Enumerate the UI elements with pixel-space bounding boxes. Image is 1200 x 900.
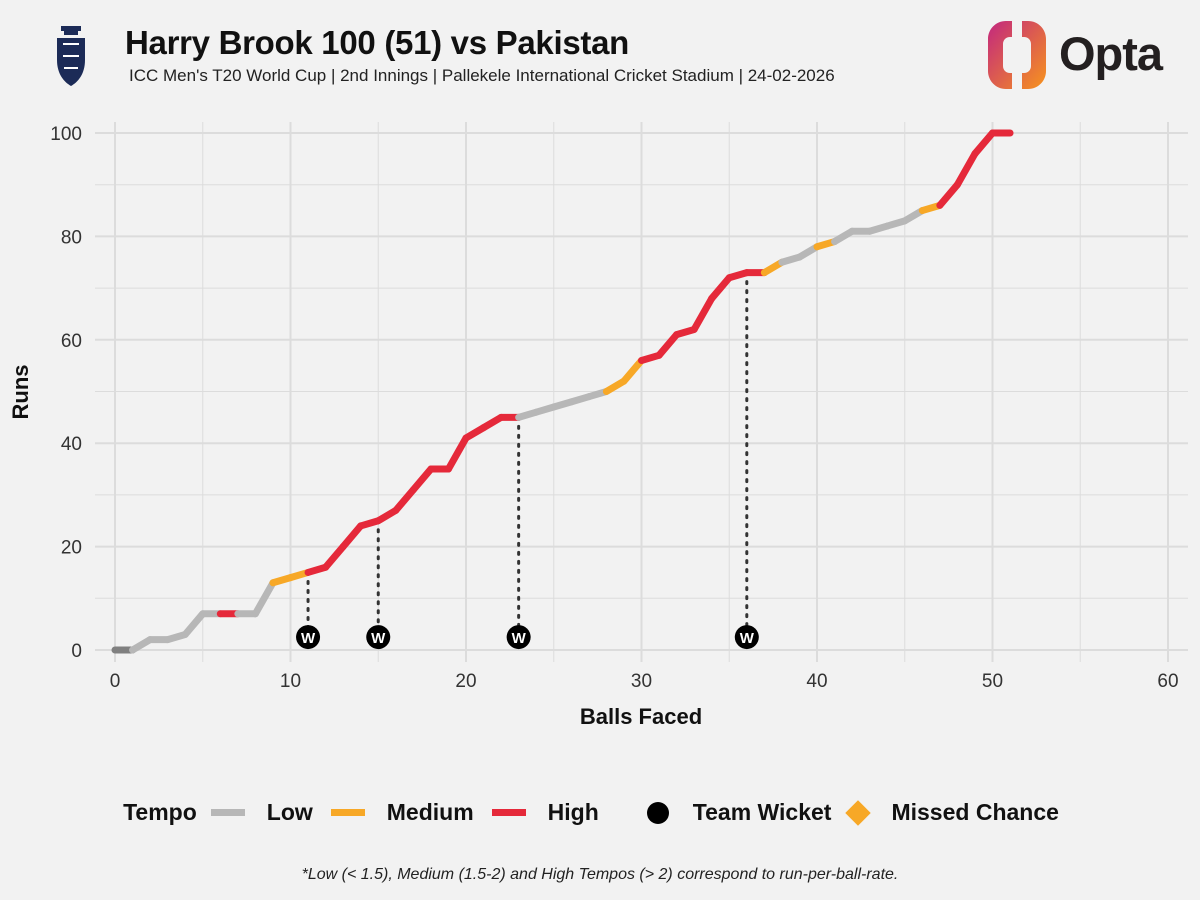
wicket-marker-label: W <box>371 630 386 647</box>
series-segment <box>708 274 733 302</box>
wicket-marker <box>506 625 531 650</box>
runs-series <box>111 129 1014 654</box>
series-segment <box>392 486 417 514</box>
england-cricket-crest-icon <box>57 26 85 86</box>
legend-wicket-label: Team Wicket <box>692 799 832 825</box>
missed-chance-diamond-icon <box>845 799 872 826</box>
legend-medium-swatch <box>330 809 365 816</box>
y-tick-labels: 0 20 40 60 80 100 <box>50 124 82 662</box>
legend-high-label: High <box>547 799 599 825</box>
x-tick-label: 10 <box>280 671 301 692</box>
series-segment <box>409 465 435 494</box>
x-tick-label: 20 <box>455 671 476 692</box>
wicket-marker <box>734 625 759 650</box>
x-tick-label: 30 <box>631 671 652 692</box>
wicket-marker <box>366 625 391 650</box>
legend-low-label: Low <box>266 799 313 825</box>
legend-medium: Medium <box>330 799 474 826</box>
legend-medium-label: Medium <box>386 799 474 825</box>
chart-title: Harry Brook 100 (51) vs Pakistan <box>125 24 629 61</box>
y-tick-label: 0 <box>71 641 82 662</box>
opta-logo-icon <box>988 17 1046 93</box>
x-tick-label: 50 <box>982 671 1003 692</box>
x-tick-labels: 0 10 20 30 40 50 60 <box>110 671 1179 692</box>
x-tick-label: 0 <box>110 671 121 692</box>
x-tick-label: 40 <box>806 671 827 692</box>
wicket-guides <box>306 271 749 639</box>
chart-subtitle: ICC Men's T20 World Cup | 2nd Innings | … <box>129 66 835 85</box>
x-tick-label: 60 <box>1157 671 1178 692</box>
series-segment <box>181 610 207 638</box>
series-segment <box>971 129 996 158</box>
legend-title: Tempo <box>123 799 197 825</box>
wicket-marker-label: W <box>740 630 755 647</box>
grid-lines <box>95 122 1188 662</box>
series-segment <box>953 150 979 189</box>
y-tick-label: 20 <box>61 538 82 559</box>
series-segment <box>936 181 961 209</box>
legend-missed: Missed Chance <box>845 799 1059 826</box>
wicket-marker <box>296 625 321 650</box>
series-segment <box>322 543 347 571</box>
series-segment <box>251 579 277 618</box>
opta-logo-text: Opta <box>1059 27 1163 80</box>
wicket-marker-label: W <box>301 630 316 647</box>
y-tick-label: 60 <box>61 331 82 352</box>
legend-missed-label: Missed Chance <box>891 799 1059 825</box>
wicket-marker-label: W <box>512 630 527 647</box>
y-tick-label: 100 <box>50 124 82 145</box>
series-segment <box>655 331 681 359</box>
legend-wicket: Team Wicket <box>646 799 832 826</box>
footnote: *Low (< 1.5), Medium (1.5-2) and High Te… <box>301 866 899 883</box>
series-segment <box>620 356 645 385</box>
series-segment <box>339 522 365 551</box>
y-tick-label: 80 <box>61 227 82 248</box>
legend-high-swatch <box>491 809 526 816</box>
wicket-dot-icon <box>646 801 669 824</box>
y-axis-label: Runs <box>8 365 33 420</box>
x-axis-label: Balls Faced <box>580 704 702 729</box>
legend: Tempo Low Medium High Team Wicket Missed… <box>0 799 1200 826</box>
legend-low: Low <box>210 799 313 826</box>
legend-low-swatch <box>210 809 245 816</box>
series-segment <box>690 294 716 333</box>
series-segment <box>444 434 470 473</box>
legend-high: High <box>491 799 599 826</box>
runs-chart: W W W W 0 20 40 60 80 100 0 10 20 30 40 50 60 Balls Fa… <box>8 122 1188 729</box>
y-tick-label: 40 <box>61 434 82 455</box>
